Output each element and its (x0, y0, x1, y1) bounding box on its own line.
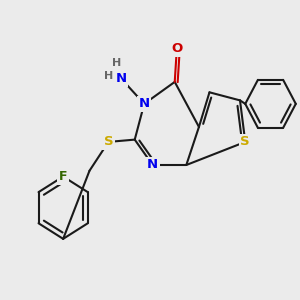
Text: H: H (104, 71, 113, 81)
Text: S: S (241, 135, 250, 148)
Text: N: N (139, 97, 150, 110)
Text: S: S (103, 135, 113, 148)
Text: F: F (59, 170, 68, 183)
Text: O: O (171, 42, 182, 55)
Text: H: H (112, 58, 122, 68)
Text: N: N (147, 158, 158, 172)
Text: N: N (116, 72, 127, 85)
